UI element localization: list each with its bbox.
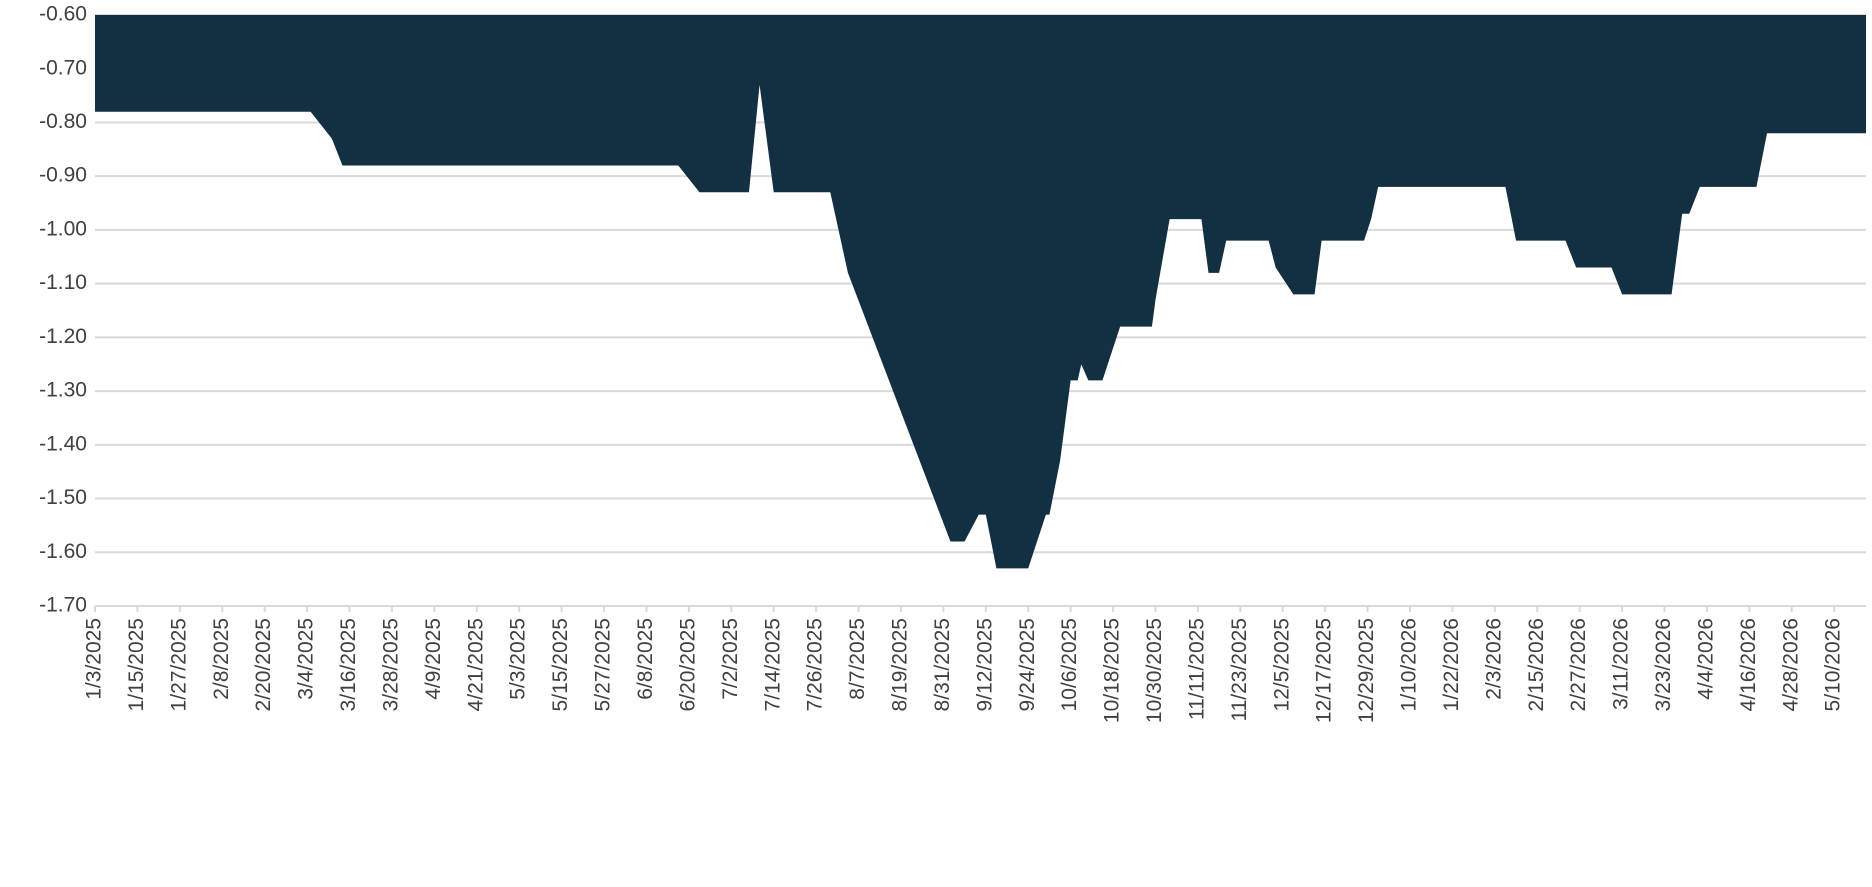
x-tick-label: 2/20/2025 <box>252 618 275 711</box>
x-tick-label: 1/22/2026 <box>1440 618 1463 711</box>
x-tick-label: 10/6/2025 <box>1058 618 1081 711</box>
x-tick-label: 5/10/2026 <box>1822 618 1845 711</box>
x-tick-label: 3/11/2026 <box>1610 618 1633 710</box>
y-tick-label: -1.10 <box>39 271 87 294</box>
x-tick-label: 9/24/2025 <box>1016 618 1039 711</box>
y-tick-label: -1.30 <box>39 379 87 402</box>
y-tick-label: -0.60 <box>39 3 87 26</box>
x-tick-label: 8/19/2025 <box>889 618 912 711</box>
x-tick-label: 8/31/2025 <box>931 618 954 711</box>
x-tick-label: 3/4/2025 <box>295 618 318 700</box>
y-tick-label: -1.70 <box>39 594 87 617</box>
x-tick-label: 8/7/2025 <box>846 618 869 700</box>
x-tick-label: 2/8/2025 <box>210 618 233 700</box>
x-tick-label: 12/17/2025 <box>1313 618 1336 723</box>
x-tick-label: 10/30/2025 <box>1143 618 1166 723</box>
y-tick-label: -1.60 <box>39 540 87 563</box>
x-tick-label: 5/15/2025 <box>549 618 572 711</box>
x-tick-label: 3/16/2025 <box>337 618 360 711</box>
x-tick-label: 12/5/2025 <box>1270 618 1293 711</box>
x-tick-label: 5/27/2025 <box>592 618 615 711</box>
x-tick-label: 6/20/2025 <box>676 618 699 711</box>
y-tick-label: -1.00 <box>39 217 87 240</box>
y-tick-label: -0.80 <box>39 110 87 133</box>
x-tick-label: 2/27/2026 <box>1567 618 1590 711</box>
x-tick-label: 1/10/2026 <box>1398 618 1421 711</box>
y-tick-label: -0.70 <box>39 56 87 79</box>
x-tick-label: 7/14/2025 <box>761 618 784 711</box>
x-tick-label: 4/28/2026 <box>1779 618 1802 711</box>
x-tick-label: 10/18/2025 <box>1101 618 1124 723</box>
y-tick-label: -1.50 <box>39 486 87 509</box>
x-tick-label: 9/12/2025 <box>973 618 996 711</box>
x-tick-label: 3/23/2026 <box>1652 618 1675 711</box>
x-tick-label: 7/26/2025 <box>804 618 827 711</box>
x-tick-label: 11/11/2025 <box>1185 618 1208 720</box>
x-tick-label: 1/15/2025 <box>125 618 148 711</box>
x-tick-label: 7/2/2025 <box>719 618 742 700</box>
y-tick-label: -0.90 <box>39 164 87 187</box>
x-tick-label: 4/9/2025 <box>422 618 445 700</box>
x-tick-label: 4/4/2026 <box>1694 618 1717 700</box>
x-tick-label: 1/27/2025 <box>167 618 190 711</box>
x-tick-label: 2/15/2026 <box>1525 618 1548 711</box>
area <box>95 15 1866 569</box>
y-tick-label: -1.20 <box>39 325 87 348</box>
x-tick-label: 11/23/2025 <box>1228 618 1251 722</box>
x-tick-label: 1/3/2025 <box>83 618 106 700</box>
y-tick-label: -1.40 <box>39 432 87 455</box>
x-tick-label: 4/16/2026 <box>1737 618 1760 711</box>
x-tick-label: 4/21/2025 <box>464 618 487 711</box>
x-tick-label: 12/29/2025 <box>1355 618 1378 723</box>
x-tick-label: 2/3/2026 <box>1482 618 1505 700</box>
x-tick-label: 5/3/2025 <box>507 618 530 700</box>
x-tick-label: 6/8/2025 <box>634 618 657 700</box>
x-tick-label: 3/28/2025 <box>379 618 402 711</box>
